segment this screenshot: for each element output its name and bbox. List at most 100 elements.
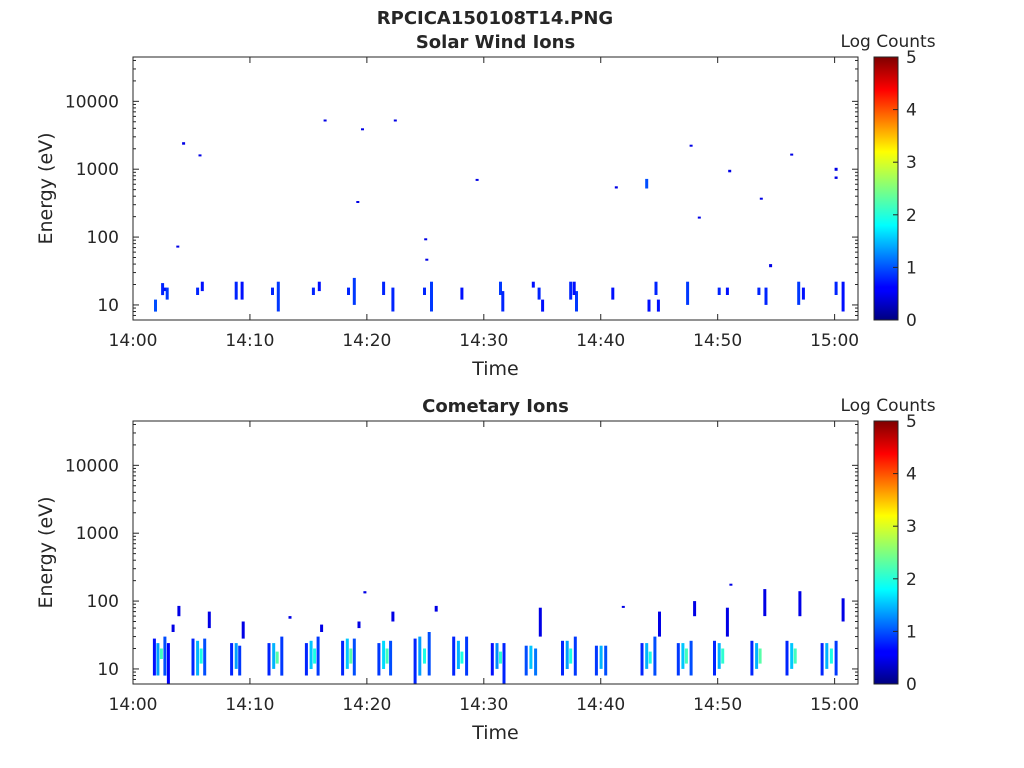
data-cell xyxy=(154,299,157,312)
x-tick-label: 14:20 xyxy=(342,331,391,351)
data-cell xyxy=(341,640,345,676)
data-cell xyxy=(352,277,356,305)
colorbar-label: Log Counts xyxy=(840,32,935,52)
data-cell xyxy=(534,648,538,676)
data-cell xyxy=(198,154,202,157)
data-cell xyxy=(234,643,238,669)
x-tick-label: 14:40 xyxy=(576,331,625,351)
data-cell xyxy=(159,648,163,659)
data-cell xyxy=(191,638,195,676)
x-tick-label: 14:00 xyxy=(109,331,158,351)
data-cell xyxy=(389,640,393,676)
data-cell xyxy=(841,598,845,622)
data-cell xyxy=(798,591,802,617)
data-cell xyxy=(163,287,167,292)
data-cell xyxy=(393,119,397,122)
data-cell xyxy=(728,169,732,173)
axes-box xyxy=(132,420,859,685)
data-cell xyxy=(790,643,794,669)
data-cell xyxy=(725,287,729,295)
data-cell xyxy=(241,621,245,639)
colorbar-tick-label: 1 xyxy=(906,622,917,642)
data-cell xyxy=(320,624,324,632)
x-tick-label: 15:00 xyxy=(810,331,859,351)
data-cell xyxy=(573,636,577,676)
data-cell xyxy=(834,167,838,171)
data-cell xyxy=(475,178,479,181)
x-tick-label: 14:50 xyxy=(693,695,742,715)
y-tick-label: 10 xyxy=(97,660,119,680)
data-cell xyxy=(423,648,426,664)
data-cell xyxy=(797,281,801,305)
data-cell xyxy=(163,636,167,676)
x-tick-label: 14:30 xyxy=(459,695,508,715)
data-cell xyxy=(769,264,773,268)
x-axis-label: Time xyxy=(471,358,519,380)
data-cell xyxy=(288,616,292,619)
data-cell xyxy=(676,643,680,676)
y-axis-label: Energy (eV) xyxy=(35,496,57,608)
colorbar-tick-label: 0 xyxy=(906,675,917,695)
data-cell xyxy=(757,287,761,295)
data-cell xyxy=(785,640,789,676)
data-cell xyxy=(647,299,651,312)
colorbar-tick-label: 3 xyxy=(906,517,917,537)
data-cell xyxy=(763,589,767,617)
data-cell xyxy=(207,611,211,629)
data-cell xyxy=(689,640,693,676)
spectrogram-cells xyxy=(154,119,845,312)
data-cell xyxy=(452,636,456,676)
data-cell xyxy=(460,651,464,664)
colorbar-tick-label: 0 xyxy=(906,311,917,331)
data-cell xyxy=(499,281,502,295)
data-cell xyxy=(423,287,426,295)
y-tick-label: 10000 xyxy=(65,456,119,476)
colorbar-tick-label: 1 xyxy=(906,258,917,278)
data-cell xyxy=(165,287,169,300)
data-cell xyxy=(529,645,533,669)
x-tick-label: 14:00 xyxy=(109,695,158,715)
data-cell xyxy=(238,645,242,676)
data-cell xyxy=(418,636,422,676)
x-axis-label: Time xyxy=(471,722,519,744)
data-cell xyxy=(686,281,690,305)
data-cell xyxy=(356,201,360,203)
data-cell xyxy=(377,643,381,676)
data-cell xyxy=(764,287,768,305)
data-cell xyxy=(465,636,469,676)
data-cell xyxy=(725,607,729,637)
y-tick-label: 100 xyxy=(87,228,119,248)
spectrogram-cells xyxy=(152,583,845,684)
data-cell xyxy=(829,648,833,664)
data-cell xyxy=(569,281,573,300)
data-cell xyxy=(182,142,186,145)
data-cell xyxy=(199,648,203,664)
data-cell xyxy=(790,153,794,156)
data-cell xyxy=(176,245,180,248)
data-cell xyxy=(697,216,701,219)
data-cell xyxy=(311,287,315,295)
figure-title: RPCICA150108T14.PNG xyxy=(377,8,613,29)
data-cell xyxy=(200,281,204,292)
data-cell xyxy=(793,648,797,664)
data-cell xyxy=(538,607,542,637)
data-cell xyxy=(653,636,657,676)
data-cell xyxy=(196,287,200,295)
data-cell xyxy=(834,281,838,295)
data-cell xyxy=(755,643,759,669)
data-cell xyxy=(391,611,395,622)
x-tick-label: 14:30 xyxy=(459,331,508,351)
y-tick-label: 100 xyxy=(87,592,119,612)
data-cell xyxy=(177,605,181,617)
data-cell xyxy=(152,638,156,676)
data-cell xyxy=(280,636,284,676)
data-cell xyxy=(572,281,576,295)
data-cell xyxy=(430,281,433,312)
data-cell xyxy=(721,648,725,664)
data-cell xyxy=(834,176,838,179)
data-cell xyxy=(502,643,506,684)
data-cell xyxy=(561,640,564,676)
data-cell xyxy=(621,605,625,608)
data-cell xyxy=(203,638,207,676)
data-cell xyxy=(750,640,754,676)
